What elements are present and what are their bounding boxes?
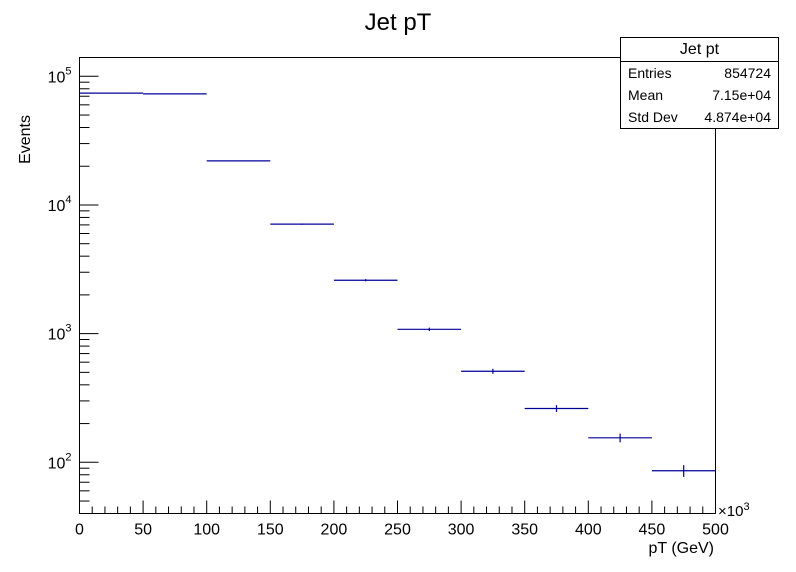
- stats-row-entries: Entries 854724: [621, 62, 778, 84]
- x-tick-label: 200: [321, 522, 348, 539]
- stats-value: 854724: [724, 65, 771, 81]
- x-tick-label: 400: [575, 522, 602, 539]
- histogram-bin: [588, 433, 652, 443]
- histogram-bin: [651, 465, 716, 477]
- stats-label: Std Dev: [628, 109, 678, 125]
- x-tick-label: 450: [639, 522, 666, 539]
- histogram-bin: [206, 160, 271, 162]
- histogram-bin: [524, 405, 589, 412]
- histogram-bin: [461, 368, 525, 374]
- y-tick-label: 105: [48, 65, 72, 86]
- x-axis-label: pT (GeV): [649, 540, 715, 557]
- y-tick-label: 104: [48, 194, 72, 215]
- y-tick-label: 103: [48, 323, 72, 344]
- stats-label: Entries: [628, 65, 672, 81]
- stats-value: 4.874e+04: [704, 109, 771, 125]
- x-axis-ticks: 0 50 100 150 200 250 300 350 400 450 500: [75, 500, 729, 539]
- y-axis-label: Events: [17, 115, 34, 164]
- x-tick-label: 0: [75, 522, 84, 539]
- x-tick-label: 300: [448, 522, 475, 539]
- x-tick-label: 150: [257, 522, 284, 539]
- y-tick-label: 102: [48, 451, 72, 472]
- histogram-bin: [333, 279, 398, 282]
- x-tick-label: 250: [384, 522, 411, 539]
- x-tick-label: 350: [511, 522, 538, 539]
- stats-value: 7.15e+04: [712, 87, 771, 103]
- stats-row-mean: Mean 7.15e+04: [621, 84, 778, 106]
- x-tick-label: 500: [702, 522, 729, 539]
- stats-label: Mean: [628, 87, 664, 103]
- histogram-bin: [397, 327, 462, 332]
- x-tick-label: 100: [193, 522, 220, 539]
- statistics-box: Jet pt Entries 854724 Mean 7.15e+04 Std …: [620, 37, 779, 129]
- stats-title: Jet pt: [621, 38, 778, 62]
- chart-title: Jet pT: [365, 9, 432, 36]
- histogram-bin: [270, 223, 334, 225]
- x-tick-label: 50: [134, 522, 152, 539]
- x-axis-multiplier: ×103: [718, 501, 750, 520]
- histogram-bins: [79, 92, 716, 477]
- y-axis-ticks: 102 103 104 105: [48, 65, 99, 514]
- stats-row-stddev: Std Dev 4.874e+04: [621, 106, 778, 128]
